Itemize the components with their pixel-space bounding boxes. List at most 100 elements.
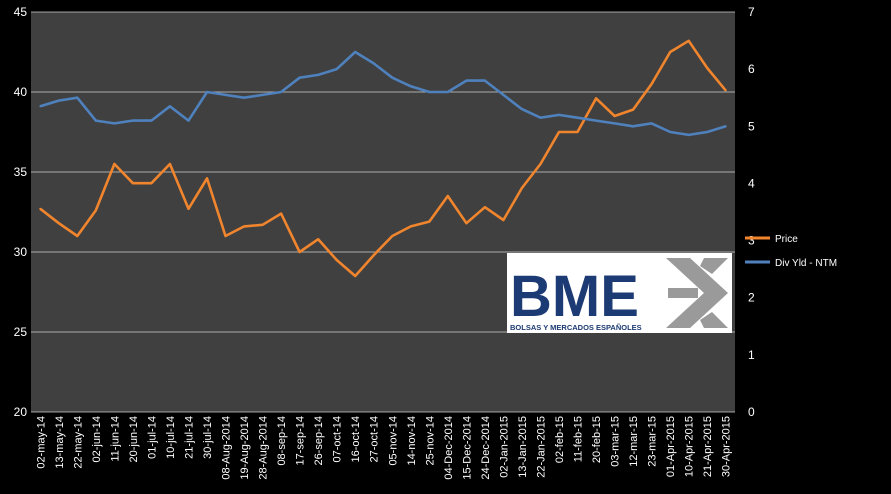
x-tick-label: 10-Apr-2015 <box>684 416 696 477</box>
series-0-point <box>613 115 616 117</box>
x-tick-label: 22-Jan-2015 <box>535 416 547 478</box>
x-tick-label: 11-feb-15 <box>573 416 585 462</box>
y-left-tick-label: 35 <box>14 165 28 179</box>
x-tick-label: 27-oct-14 <box>369 416 381 462</box>
x-tick-label: 23-mar-15 <box>647 416 659 467</box>
series-1-point <box>632 125 635 128</box>
x-tick-label: 15-Dec-2014 <box>461 416 473 480</box>
series-1-point <box>243 96 246 99</box>
y-left-tick-label: 20 <box>14 405 28 419</box>
series-0-point <box>113 163 116 165</box>
x-tick-label: 24-Dec-2014 <box>480 416 492 480</box>
series-0-point <box>520 187 523 189</box>
series-0-point <box>539 163 542 165</box>
series-0-point <box>131 182 134 185</box>
series-0-point <box>372 254 375 257</box>
x-tick-label: 05-nov-14 <box>387 416 399 466</box>
series-1-point <box>57 99 60 102</box>
series-1-point <box>520 108 523 111</box>
series-0-point <box>39 207 42 210</box>
plot-area <box>31 12 735 412</box>
series-0-point <box>706 67 709 69</box>
series-1-point <box>483 79 486 82</box>
series-1-point <box>391 76 394 79</box>
x-tick-label: 20-feb-15 <box>591 416 603 463</box>
y-right-tick-label: 7 <box>748 5 755 19</box>
series-0-point <box>669 51 672 53</box>
series-1-point <box>558 113 560 116</box>
series-0-point <box>724 89 727 92</box>
logo-x-mark <box>666 258 728 328</box>
series-1-point <box>446 91 449 93</box>
series-0-point <box>428 220 431 223</box>
series-0-point <box>687 39 690 42</box>
y-left-tick-label: 25 <box>14 325 28 339</box>
legend: Price Div Yld - NTM <box>745 234 837 269</box>
series-1-point <box>613 122 616 125</box>
y-right-tick-label: 0 <box>748 405 755 419</box>
x-tick-label: 07-oct-14 <box>332 416 344 462</box>
x-tick-label: 08-sep-14 <box>276 416 288 466</box>
series-1-point <box>687 133 690 136</box>
series-0-point <box>632 108 635 111</box>
x-tick-label: 04-Dec-2014 <box>443 416 455 480</box>
x-tick-label: 01-jul-14 <box>146 416 158 459</box>
series-0-point <box>57 222 60 225</box>
y-left-tick-label: 40 <box>14 85 28 99</box>
x-tick-label: 19-Aug-2014 <box>239 416 251 480</box>
y-right-tick-label: 2 <box>748 291 755 305</box>
series-1-point <box>354 51 357 53</box>
series-1-point <box>168 105 171 108</box>
series-1-point <box>428 91 431 93</box>
x-tick-label: 03-mar-15 <box>610 416 622 467</box>
series-1-point <box>539 116 542 119</box>
series-1-point <box>650 122 653 125</box>
series-1-point <box>595 119 598 122</box>
y-right-tick-label: 4 <box>748 176 755 190</box>
series-1-point <box>150 119 153 122</box>
series-1-point <box>280 91 283 93</box>
y-right-tick-label: 6 <box>748 62 755 76</box>
x-tick-label: 01-Apr-2015 <box>665 416 677 477</box>
series-1-point <box>409 85 412 88</box>
series-1-point <box>76 96 79 99</box>
series-0-point <box>298 251 301 253</box>
x-tick-label: 26-sep-14 <box>313 416 325 466</box>
series-1-point <box>224 93 227 96</box>
x-tick-label: 14-nov-14 <box>406 416 418 466</box>
series-0-point <box>650 83 653 85</box>
series-1-point <box>261 93 264 96</box>
series-1-point <box>206 91 208 93</box>
y-right-tick-label: 5 <box>748 119 755 133</box>
legend-label-div-yld: Div Yld - NTM <box>775 258 837 269</box>
x-tick-label: 02-Jan-2015 <box>498 416 510 478</box>
series-1-point <box>706 131 709 133</box>
series-1-point <box>298 76 301 79</box>
x-tick-label: 02-feb-15 <box>554 416 566 463</box>
series-0-point <box>502 219 505 221</box>
logo-text: BME <box>510 264 639 329</box>
series-0-point <box>243 225 246 228</box>
y-left-tick-label: 45 <box>14 5 28 19</box>
series-0-point <box>558 131 560 133</box>
x-tick-label: 16-oct-14 <box>350 416 362 462</box>
y-left-tick-label: 30 <box>14 245 28 259</box>
logo-subtitle: BOLSAS Y MERCADOS ESPAÑOLES <box>510 323 642 332</box>
series-0-point <box>224 235 227 237</box>
series-1-point <box>724 125 727 128</box>
x-tick-label: 21-jul-14 <box>183 416 195 459</box>
x-tick-label: 25-nov-14 <box>424 416 436 466</box>
series-0-point <box>187 207 190 210</box>
series-0-point <box>335 259 338 261</box>
x-tick-label: 22-may-14 <box>72 416 84 469</box>
series-0-point <box>483 206 486 209</box>
series-1-point <box>669 131 672 133</box>
series-0-point <box>76 235 79 237</box>
series-1-point <box>502 93 505 96</box>
series-0-point <box>446 195 449 197</box>
series-1-point <box>131 119 134 122</box>
x-tick-label: 12-mar-15 <box>628 416 640 467</box>
x-tick-label: 30-Apr-2015 <box>721 416 733 477</box>
x-tick-label: 10-jul-14 <box>165 416 177 459</box>
